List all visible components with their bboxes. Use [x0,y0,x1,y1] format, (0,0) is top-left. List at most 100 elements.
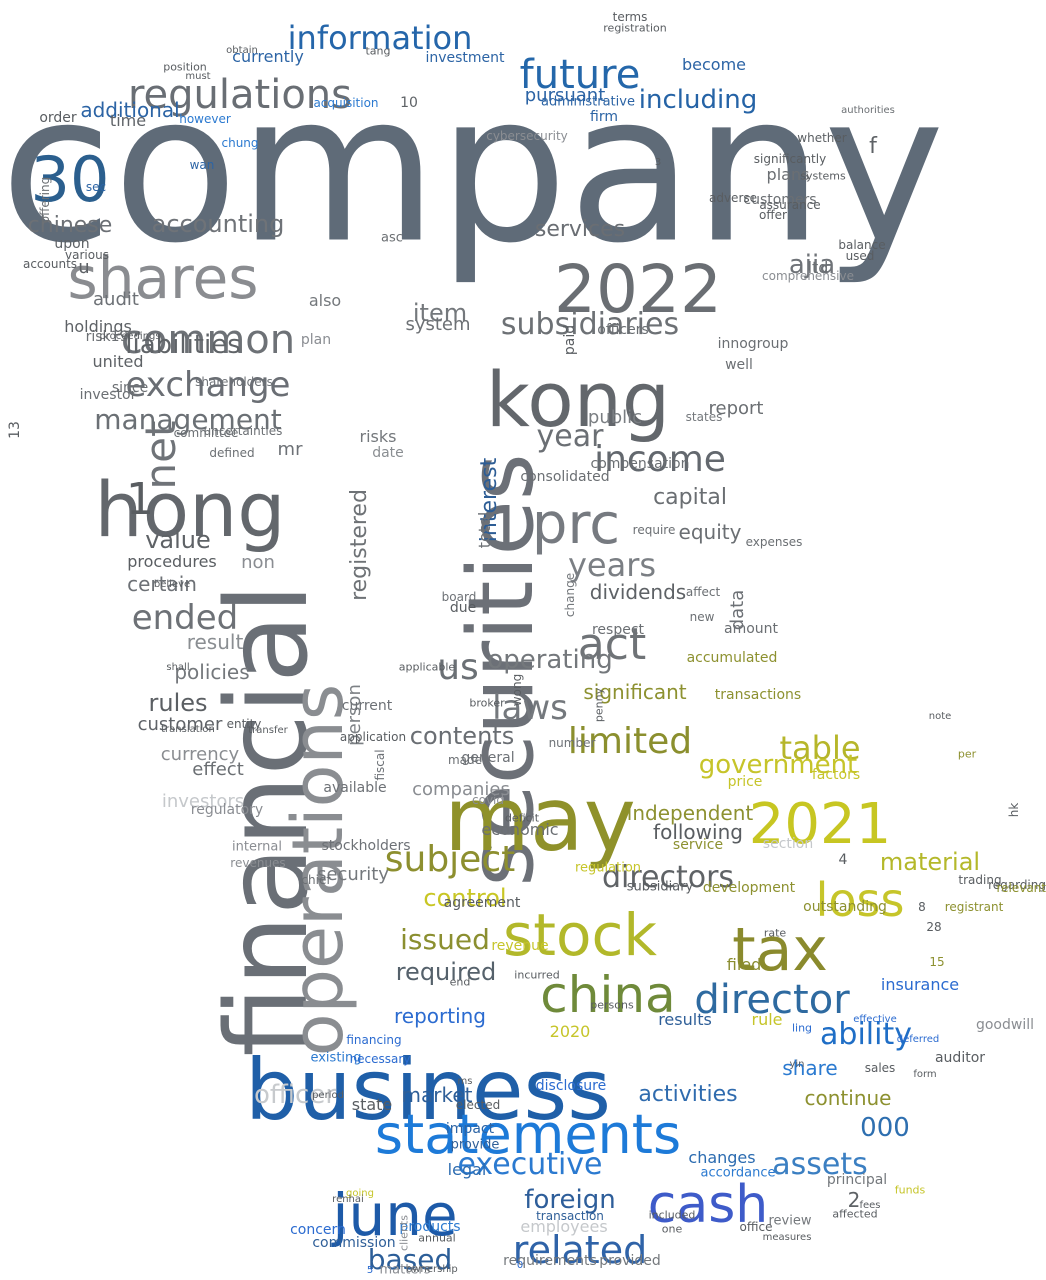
word-kong: kong [485,355,671,444]
word-date: date [372,445,404,461]
word-provided: provided [599,1253,661,1269]
word-accounts: accounts [22,257,78,271]
word-require: require [632,523,676,537]
word-limited: limited [567,721,693,762]
word-existing: existing [310,1050,362,1066]
word-translation: translation [161,724,215,735]
word-matters: matters [379,1262,431,1278]
word-persons: persons [590,998,634,1012]
word-number: number [548,736,596,750]
word-loss: loss [815,873,905,927]
word-capital: capital [653,485,727,510]
word-included: included [648,1208,696,1222]
word-firm: firm [590,109,618,125]
word-current: current [341,698,393,714]
word-ownership: ownership [406,1264,458,1275]
word-business: business [244,1041,612,1139]
word-government: government [698,750,858,780]
word-management: management [94,403,282,436]
word-used: used [845,249,875,263]
word-subject: subject [384,839,516,880]
word-related: related [512,1228,648,1272]
word-whether: whether [797,131,847,145]
word-new: new [689,610,715,624]
word-penny: penny [592,687,606,723]
word-form: form [913,1069,937,1080]
word-non: non [241,552,275,573]
word-information: information [287,19,473,57]
word-amount: amount [723,621,779,637]
word-economic: economic [481,820,559,839]
word-continue: continue [804,1086,892,1110]
word-company: company [0,50,945,289]
word-offering: offering [38,176,52,224]
word-reporting: reporting [393,1004,487,1028]
word-hk: hk [1007,802,1021,818]
word-significant: significant [583,680,687,704]
word-plan: plan [300,332,332,348]
word-june: june [332,1181,458,1249]
word-subsidiaries: subsidiaries [500,307,680,342]
word-market: market [401,1083,473,1107]
word-united: united [92,352,144,371]
word-service: service [672,837,724,853]
word-entity: entity [226,717,262,731]
word-chinese: chinese [27,213,113,238]
word-shares: shares [67,244,259,312]
word-systems: systems [800,169,846,183]
word-common: common [120,317,296,363]
word-fees: fees [859,1200,881,1211]
word-risks: risks [359,427,397,446]
word-ability: ability [820,1017,912,1052]
word-shall: shall [166,662,190,673]
word-filed: filed [726,955,762,974]
word-made: made [447,753,483,767]
word-adverse: adverse [708,191,758,205]
word-accounting: accounting [151,210,285,238]
word-2: 2 [847,1188,861,1212]
word-disclosure: disclosure [535,1078,607,1094]
word-pursuant: pursuant [524,85,606,106]
word-applicable: applicable [398,660,456,674]
word-financing: financing [346,1033,402,1047]
word-1: 1 [126,474,154,525]
word-28: 28 [926,920,942,934]
word-regarding: regarding [988,878,1046,892]
word-position: position [163,60,207,74]
word-registration: registration [603,21,667,35]
word-rule: rule [751,1010,783,1029]
word-become: become [681,55,747,74]
word-review: review [768,1213,812,1229]
word-price: price [727,774,763,790]
word-contents: contents [409,722,515,750]
word-going: going [346,1188,374,1199]
word-ms: ms [457,1076,473,1087]
word-application: application [339,730,407,744]
word-internal: internal [232,839,282,855]
word-funds: funds [894,1183,926,1197]
word-provide: provide [450,1137,500,1153]
word-administrative: administrative [541,94,635,110]
word-change: change [563,572,577,618]
word-result: result [186,630,244,654]
word-products: products [399,1219,461,1235]
word-audit: audit [93,289,139,310]
word-mr: mr [277,439,303,460]
word-principal: principal [826,1172,888,1188]
word-investment: investment [425,50,505,66]
word-must: must [185,71,211,82]
word-ltd: ltd [807,258,829,277]
word-currently: currently [232,47,304,66]
word-year: year [536,419,604,454]
word-since: since [111,380,149,396]
word-concern: concern [290,1222,346,1238]
word-terms: terms [612,10,648,24]
word-proceedings: proceedings [99,331,161,342]
word-deficit: deficit [504,811,540,825]
word-officer: officer [253,1080,337,1110]
word-factors: factors [811,767,861,783]
word-control: control [423,884,507,912]
word-30: 30 [30,143,110,216]
word-may: may [444,768,636,871]
